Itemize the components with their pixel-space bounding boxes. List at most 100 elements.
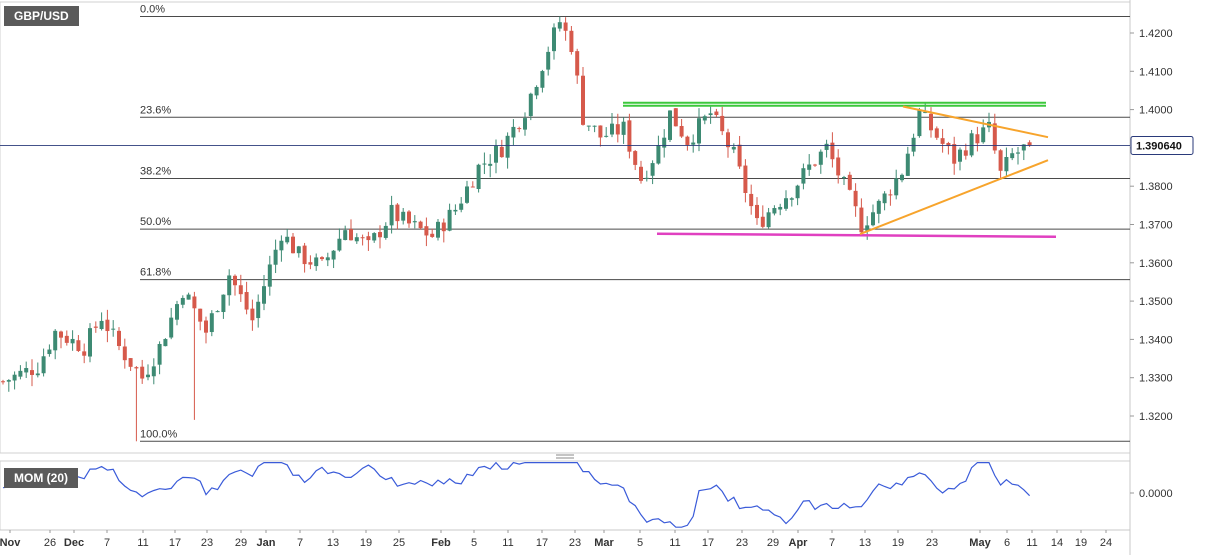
indicator-label: MOM (20) xyxy=(4,468,78,488)
candle-body xyxy=(557,22,562,29)
candle-body xyxy=(610,123,614,135)
time-tick-label: 26 xyxy=(44,537,56,549)
candle-body xyxy=(488,163,493,166)
candle-body xyxy=(76,340,81,351)
time-tick-label: 7 xyxy=(104,537,110,549)
candle-body xyxy=(296,246,301,254)
candle-body xyxy=(88,328,92,357)
candle-body xyxy=(233,275,237,286)
candle-body xyxy=(389,204,394,226)
fib-level-label: 38.2% xyxy=(140,166,171,178)
candle-body xyxy=(639,166,643,181)
candle-body xyxy=(354,237,359,242)
candle-body xyxy=(128,358,133,367)
candle-body xyxy=(343,230,348,241)
candle-body xyxy=(105,319,110,332)
time-tick-label: 5 xyxy=(637,537,643,549)
momentum-tick-label: 0.0000 xyxy=(1139,488,1173,500)
candle-body xyxy=(476,164,481,189)
candle-body xyxy=(807,164,812,170)
candle-body xyxy=(946,142,951,147)
candle-body xyxy=(151,366,156,377)
candle-body xyxy=(412,221,417,223)
candle-body xyxy=(47,349,52,355)
candle-body xyxy=(505,135,510,158)
price-panel xyxy=(0,1,1131,454)
time-tick-label: 6 xyxy=(1004,537,1010,549)
candle-body xyxy=(470,186,475,188)
time-tick-label: 29 xyxy=(767,537,779,549)
time-tick-label: 17 xyxy=(169,537,181,549)
candle-body xyxy=(714,111,719,115)
time-tick-label: 11 xyxy=(137,537,148,549)
candle-body xyxy=(952,144,957,164)
candle-body xyxy=(372,233,377,241)
candle-body xyxy=(140,366,145,379)
time-tick-label: 5 xyxy=(471,537,477,549)
candle-body xyxy=(888,194,893,196)
triangle-lower-line xyxy=(859,159,1049,236)
last-price-tag xyxy=(1130,135,1194,155)
time-tick-label: 19 xyxy=(892,537,904,549)
candle-body xyxy=(633,151,638,165)
candle-body xyxy=(302,245,307,265)
candle-body xyxy=(662,137,667,148)
candle-body xyxy=(894,178,899,196)
candle-body xyxy=(192,296,197,309)
candle-body xyxy=(789,198,794,200)
candle-body xyxy=(749,193,754,207)
price-tick-label: 1.4200 xyxy=(1139,28,1173,40)
candle-body xyxy=(546,51,551,70)
candle-body xyxy=(882,193,887,204)
price-tick-label: 1.3400 xyxy=(1139,334,1173,346)
candle-body xyxy=(743,165,748,193)
support-line xyxy=(656,232,1057,239)
time-tick-label: Nov xyxy=(0,537,21,549)
candle-body xyxy=(604,135,609,137)
time-tick-label: 23 xyxy=(736,537,748,549)
candle-body xyxy=(813,164,817,166)
candle-body xyxy=(859,207,864,233)
candle-body xyxy=(992,123,997,151)
candle-body xyxy=(175,304,179,320)
candle-body xyxy=(905,153,910,176)
time-tick-label: 19 xyxy=(360,537,372,549)
candle-body xyxy=(708,113,713,116)
momentum-line xyxy=(2,461,1031,528)
candle-body xyxy=(41,356,46,374)
candle-body xyxy=(563,22,568,31)
candle-body xyxy=(842,177,846,179)
price-tick-label: 1.3600 xyxy=(1139,258,1173,270)
price-tick-label: 1.4000 xyxy=(1139,105,1173,117)
symbol-label: GBP/USD xyxy=(4,6,79,26)
candle-body xyxy=(360,237,365,239)
candle-body xyxy=(308,262,313,265)
fib-level-label: 0.0% xyxy=(140,4,165,16)
candle-body xyxy=(720,115,725,132)
candle-body xyxy=(969,133,974,156)
candle-body xyxy=(6,380,11,382)
candle-body xyxy=(1,381,5,383)
candle-body xyxy=(784,198,788,209)
candle-body xyxy=(320,257,324,260)
candle-body xyxy=(1021,144,1026,151)
candle-body xyxy=(917,110,922,137)
candle-body xyxy=(99,320,104,330)
candle-body xyxy=(238,285,243,295)
candle-body xyxy=(12,374,17,381)
candle-body xyxy=(627,120,632,152)
candle-body xyxy=(586,125,591,127)
candle-body xyxy=(349,229,353,241)
candle-body xyxy=(250,308,255,321)
time-tick-label: 11 xyxy=(669,537,680,549)
candle-body xyxy=(291,236,295,254)
candle-body xyxy=(453,209,458,212)
candle-body xyxy=(691,142,696,145)
candle-body xyxy=(465,186,469,203)
price-tick-label: 1.4100 xyxy=(1139,66,1173,78)
candle-body xyxy=(621,121,626,135)
candle-body xyxy=(975,134,980,144)
candle-body xyxy=(517,128,522,130)
candle-body xyxy=(395,204,400,222)
